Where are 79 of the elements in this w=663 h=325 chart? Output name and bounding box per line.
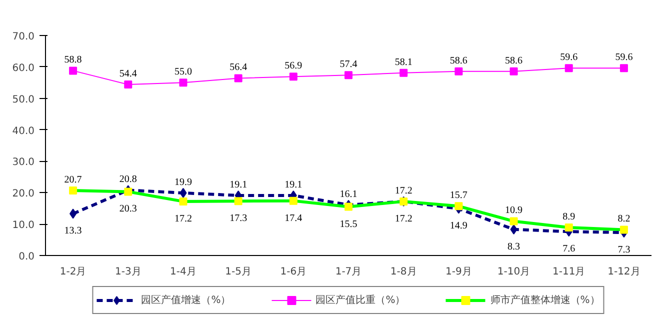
point (344, 71, 352, 80)
data-label: 19.1 (230, 179, 248, 190)
point (510, 217, 518, 226)
data-label: 7.3 (618, 244, 630, 256)
legend-label: 师市产值整体增速（%） (490, 294, 600, 307)
data-label: 8.9 (562, 212, 576, 223)
data-label: 54.4 (119, 68, 137, 80)
point (179, 78, 188, 87)
data-label: 15.5 (340, 218, 358, 230)
y-tick-label: 0.0 (18, 252, 35, 262)
y-tick-label: 10.0 (12, 220, 34, 232)
data-label: 59.6 (615, 52, 633, 64)
point (620, 64, 628, 72)
x-tick-label: 1-12月 (608, 266, 640, 278)
data-label: 10.9 (505, 205, 523, 216)
data-label: 8.2 (618, 214, 630, 225)
y-tick-label: 30.0 (12, 157, 34, 168)
data-label: 13.3 (64, 226, 82, 237)
data-label: 58.8 (64, 54, 82, 66)
point (69, 186, 78, 194)
data-label: 17.2 (394, 185, 412, 196)
x-tick-label: 1-8月 (390, 266, 417, 278)
point (620, 226, 628, 234)
point (234, 197, 242, 206)
x-tick-label: 1-10月 (497, 266, 530, 278)
point (400, 68, 408, 77)
y-tick-label: 60.0 (12, 62, 34, 74)
data-label: 17.3 (230, 213, 248, 224)
data-label: 58.6 (505, 55, 523, 66)
x-tick-label: 1-11月 (552, 266, 586, 278)
data-label: 55.0 (174, 66, 192, 78)
x-tick-label: 1-4月 (170, 266, 196, 278)
data-label: 56.4 (230, 62, 248, 74)
point (289, 72, 298, 81)
point (234, 74, 242, 82)
point (510, 224, 518, 234)
data-label: 58.1 (394, 56, 412, 68)
point (180, 188, 187, 198)
legend-label: 园区产值增速（%） (141, 294, 231, 307)
point (70, 208, 77, 219)
y-tick-label: 40.0 (12, 126, 34, 137)
data-label: 19.1 (284, 179, 302, 190)
point (124, 80, 132, 89)
data-label: 17.4 (284, 212, 302, 224)
data-label: 20.7 (64, 174, 82, 186)
data-label: 20.3 (119, 204, 137, 215)
point (289, 196, 298, 205)
point (454, 202, 463, 210)
data-label: 20.8 (119, 174, 137, 186)
data-label: 59.6 (560, 52, 578, 64)
data-label: 57.4 (340, 59, 358, 70)
point (564, 224, 573, 232)
x-tick-label: 1-2月 (60, 266, 86, 278)
point (69, 66, 78, 75)
x-tick-label: 1-3月 (114, 266, 142, 278)
data-label: 14.9 (450, 220, 468, 232)
data-label: 17.2 (394, 213, 412, 224)
data-label: 7.6 (562, 244, 576, 255)
x-tick-label: 1-7月 (335, 266, 362, 278)
point (179, 197, 188, 206)
point (564, 64, 573, 72)
data-label: 16.1 (340, 188, 358, 200)
x-tick-label: 1-6月 (280, 266, 307, 278)
data-label: 8.3 (508, 241, 520, 252)
point (510, 67, 518, 76)
x-tick-label: 1-5月 (225, 266, 252, 278)
y-tick-label: 70.0 (12, 32, 34, 42)
x-tick-label: 1-9月 (446, 266, 472, 278)
point (124, 188, 132, 196)
data-label: 56.9 (284, 60, 302, 72)
data-label: 17.2 (174, 213, 192, 224)
y-tick-label: 20.0 (12, 188, 34, 200)
data-label: 19.9 (174, 176, 192, 188)
point (454, 67, 463, 76)
point (344, 202, 352, 211)
data-label: 58.6 (450, 55, 468, 66)
legend-label: 园区产值比重（%） (316, 294, 406, 307)
y-tick-label: 50.0 (12, 94, 34, 106)
data-label: 15.7 (450, 190, 468, 202)
